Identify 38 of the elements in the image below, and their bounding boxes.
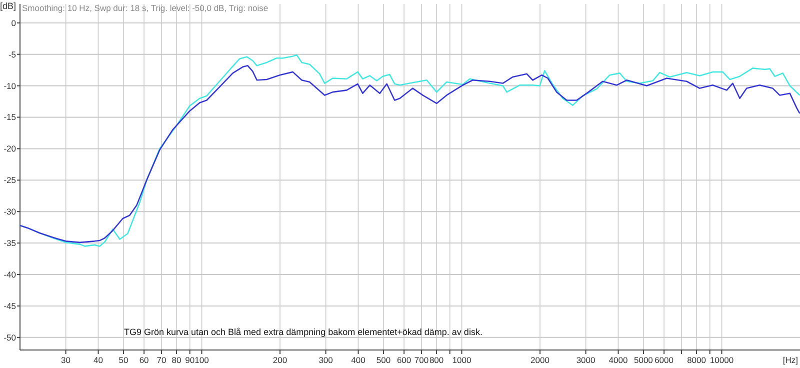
annotation: Smoothing: 10 Hz, Swp dur: 18 s, Trig. level: -50,0 dB, Trig: noise: [22, 3, 268, 13]
x-tick-label: 800: [429, 355, 444, 365]
x-tick-label: 8000: [687, 355, 706, 365]
x-tick-label: 10000: [710, 355, 734, 365]
x-tick-label: 600: [396, 355, 412, 365]
x-axis-title: [Hz]: [782, 355, 798, 365]
x-tick-label: 50: [118, 355, 128, 365]
y-tick-label: -30: [4, 206, 16, 217]
x-tick-label: 3000: [576, 355, 596, 365]
x-tick-label: 200: [272, 355, 288, 365]
x-tick-label: 300: [318, 355, 334, 365]
y-tick-label: -20: [4, 144, 16, 154]
y-tick-label: -35: [4, 238, 16, 248]
x-tick-label: 70: [156, 355, 166, 365]
x-tick-label: 2000: [530, 355, 550, 365]
x-tick-label: 400: [351, 355, 366, 365]
y-tick-label: -45: [4, 300, 16, 311]
annotation: TG9 Grön kurva utan och Blå med extra dämpning bakom elementet+ökad dämp. av disk.: [124, 327, 482, 337]
x-tick-label: 80: [172, 355, 182, 365]
y-tick-label: -40: [4, 270, 16, 280]
x-tick-label: 4000: [608, 355, 628, 365]
x-tick-label: 6000: [654, 355, 674, 365]
x-tick-label: 90: [185, 355, 195, 365]
x-tick-label: 40: [94, 355, 104, 365]
x-tick-label: 500: [376, 355, 391, 365]
y-tick-label: 0: [11, 18, 16, 28]
x-tick-label: 5000: [634, 355, 654, 365]
x-tick-label: 60: [139, 355, 150, 365]
y-tick-label: -10: [4, 80, 16, 91]
x-tick-label: 700: [414, 355, 429, 365]
y-tick-label: -5: [8, 49, 16, 60]
y-axis-title: [dB]: [0, 1, 16, 11]
y-tick-label: -15: [4, 112, 16, 122]
x-tick-label: 30: [61, 355, 71, 365]
y-tick-label: -25: [4, 175, 16, 186]
x-tick-label: 100: [194, 355, 210, 365]
x-tick-label: 1000: [452, 355, 472, 365]
y-tick-label: -50: [4, 332, 16, 342]
